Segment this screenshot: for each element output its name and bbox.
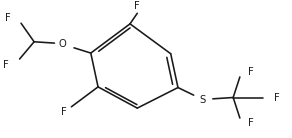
Text: F: F <box>61 107 67 117</box>
Text: F: F <box>274 93 280 103</box>
Text: F: F <box>4 13 10 23</box>
Text: O: O <box>59 39 67 49</box>
Text: F: F <box>3 60 9 70</box>
Text: F: F <box>134 1 140 11</box>
Text: S: S <box>199 95 206 105</box>
Text: F: F <box>248 67 254 77</box>
Text: F: F <box>248 118 254 128</box>
